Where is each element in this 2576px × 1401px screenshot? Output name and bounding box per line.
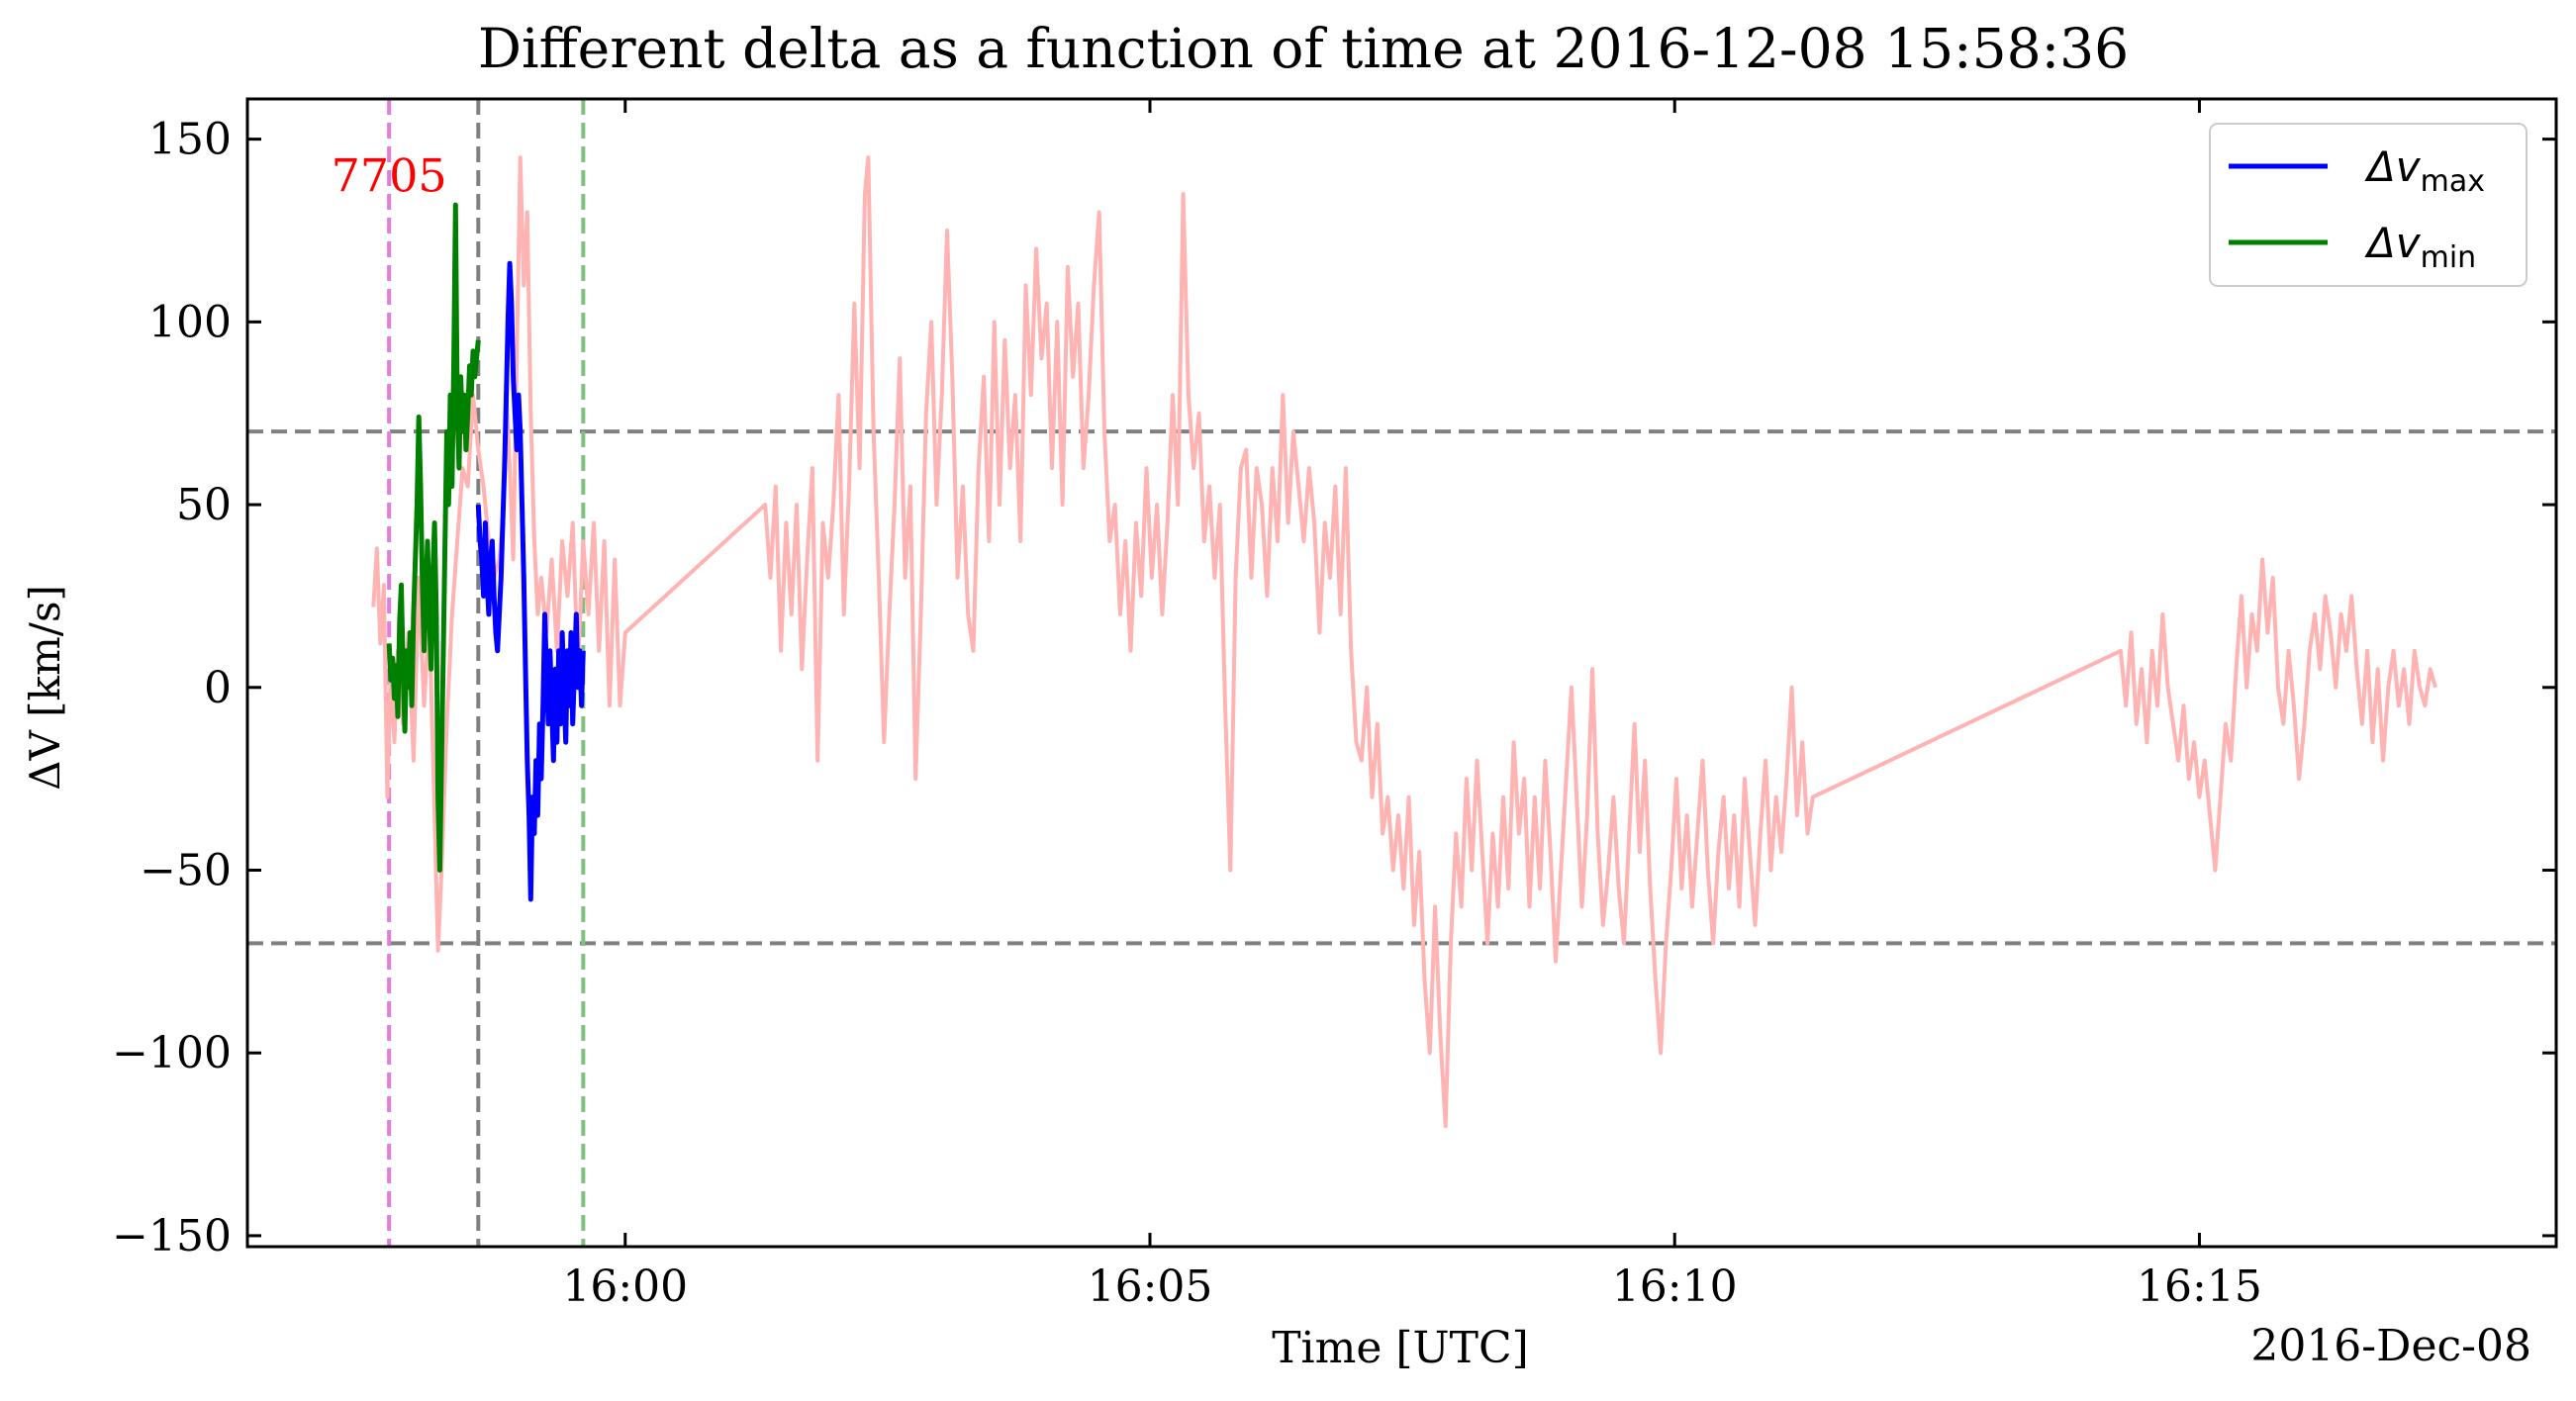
y-tick-label-4: −50 xyxy=(140,845,232,895)
event-annotation: 7705 xyxy=(332,149,447,203)
x-tick-label-0: 16:00 xyxy=(562,1261,688,1312)
date-label: 2016-Dec-08 xyxy=(2250,1321,2531,1371)
y-tick-label-0: 150 xyxy=(148,115,232,165)
y-axis-label: ΔV [km/s] xyxy=(21,585,69,791)
y-tick-label-2: 50 xyxy=(176,480,232,530)
legend-label-min: Δvmin xyxy=(2364,219,2476,275)
x-tick-label-3: 16:15 xyxy=(2137,1261,2262,1312)
x-tick-label-2: 16:10 xyxy=(1612,1261,1738,1312)
y-tick-label-5: −100 xyxy=(112,1028,232,1078)
x-axis-label: Time [UTC] xyxy=(1272,1323,1529,1373)
plot-area: 7705 150 100 50 0 −50 −100 −150 16:00 16:05 16:10… xyxy=(112,97,2558,1312)
legend-label-max: Δvmax xyxy=(2364,142,2485,199)
y-tick-label-6: −150 xyxy=(112,1211,232,1261)
series-line-2 xyxy=(475,260,586,902)
axes-frame xyxy=(245,97,2558,1249)
legend: Δvmax Δvmin xyxy=(2209,123,2528,287)
chart-title: Different delta as a function of time at… xyxy=(478,17,2129,80)
y-tick-label-1: 100 xyxy=(148,297,232,347)
y-tick-label-3: 0 xyxy=(204,663,232,713)
x-tick-label-1: 16:05 xyxy=(1088,1261,1213,1312)
series-line-1 xyxy=(386,202,481,873)
series-line-0 xyxy=(371,155,2437,1129)
